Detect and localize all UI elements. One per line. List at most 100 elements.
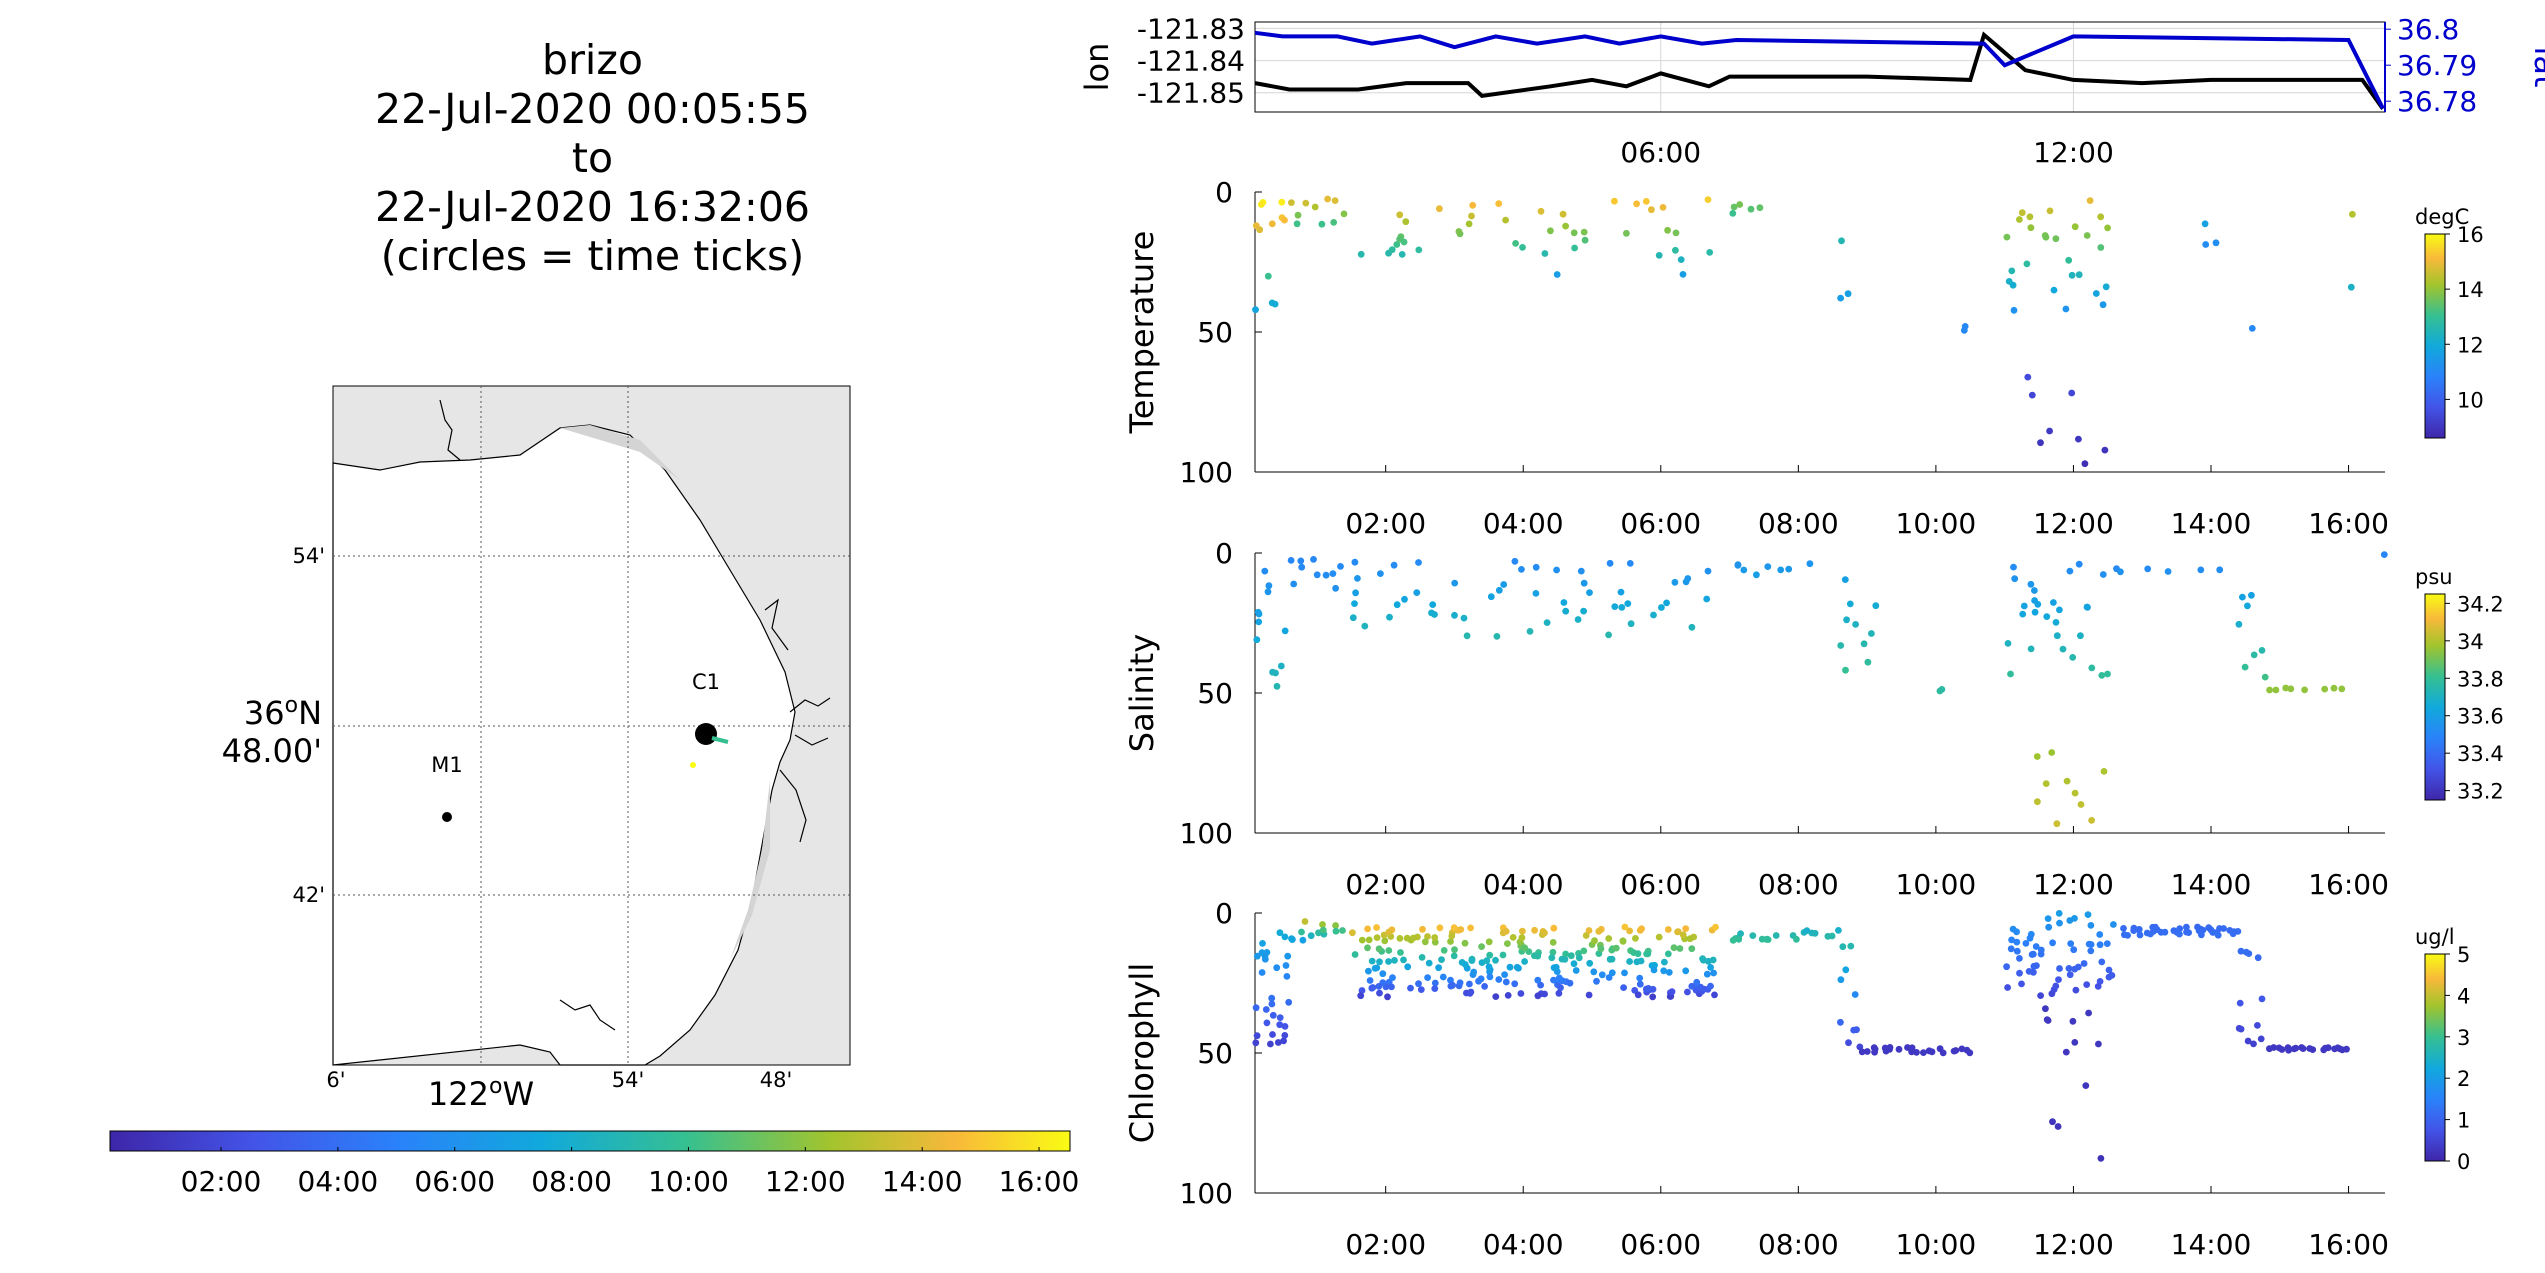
salinity-point-7-9 xyxy=(2033,753,2041,760)
salinity-point-6-3 xyxy=(2027,645,2035,653)
chlorophyll-point-2-223 xyxy=(1674,928,1681,936)
chlorophyll-point-0-26 xyxy=(1284,952,1292,960)
chlorophyll-point-5-23 xyxy=(1871,1045,1879,1053)
chlorophyll-point-0-8 xyxy=(1261,952,1269,960)
chlorophyll-point-2-141 xyxy=(1548,954,1556,962)
temperature-y-tick-label-1: 50 xyxy=(1197,316,1233,349)
salinity-point-2-40 xyxy=(1624,600,1632,607)
track-lon-axis-label: lon xyxy=(1078,43,1116,92)
salinity-point-7-7 xyxy=(2088,817,2096,824)
chlorophyll-point-5-14 xyxy=(1928,1048,1936,1056)
chlorophyll-point-6-39 xyxy=(2074,963,2082,971)
temperature-point-2-44 xyxy=(1396,211,1404,219)
chlorophyll-point-10-19 xyxy=(2270,1044,2278,1051)
chlorophyll-point-0-10 xyxy=(1263,1019,1271,1027)
chlorophyll-point-2-57 xyxy=(1466,980,1473,988)
chlorophyll-point-2-250 xyxy=(1700,985,1708,993)
chlorophyll-point-2-256 xyxy=(1375,983,1383,990)
salinity-point-2-54 xyxy=(1349,614,1357,622)
temperature-point-7-1 xyxy=(2037,439,2044,447)
temperature-point-6-15 xyxy=(2071,223,2079,231)
salinity-point-4-0 xyxy=(1841,576,1849,583)
chlorophyll-colorbar-tick-label-4: 1 xyxy=(2457,1109,2470,1133)
chlorophyll-point-8-32 xyxy=(2214,931,2222,939)
salinity-point-4-6 xyxy=(1868,630,1875,637)
chlorophyll-point-2-126 xyxy=(1534,992,1542,1000)
temperature-point-0-9 xyxy=(1281,216,1288,224)
temperature-point-7-0 xyxy=(2028,391,2036,399)
salinity-point-2-23 xyxy=(1543,619,1551,626)
chlorophyll-point-2-229 xyxy=(1682,925,1690,932)
temperature-point-8-0 xyxy=(2202,241,2210,248)
chlorophyll-point-2-121 xyxy=(1549,939,1557,946)
salinity-x-tick-label-7: 16:00 xyxy=(2308,868,2389,901)
chlorophyll-point-0-3 xyxy=(1258,969,1266,976)
chlorophyll-point-2-63 xyxy=(1485,938,1493,946)
temperature-point-6-2 xyxy=(2010,306,2018,314)
salinity-point-2-29 xyxy=(1553,566,1560,574)
chlorophyll-point-7-8 xyxy=(2085,1009,2093,1017)
salinity-point-9-6 xyxy=(2261,673,2269,681)
chlorophyll-point-2-18 xyxy=(1404,963,1412,971)
track-lon-tick-label-2: -121.85 xyxy=(1137,77,1245,110)
chlorophyll-point-3-14 xyxy=(1811,929,1819,937)
figure-title: brizo 22-Jul-2020 00:05:55 to 22-Jul-202… xyxy=(330,36,855,281)
chlorophyll-point-7-11 xyxy=(2044,1017,2052,1024)
chlorophyll-point-0-21 xyxy=(1281,1032,1289,1039)
chlorophyll-point-2-66 xyxy=(1451,946,1458,954)
temperature-point-3-2 xyxy=(1747,205,1755,213)
temperature-point-1-6 xyxy=(1330,219,1338,226)
chlorophyll-point-0-28 xyxy=(1253,952,1261,960)
chlorophyll-point-6-14 xyxy=(2029,950,2037,958)
chlorophyll-point-5-8 xyxy=(1895,1045,1903,1053)
chlorophyll-point-1-1 xyxy=(1298,928,1305,936)
chlorophyll-point-4-6 xyxy=(1851,991,1859,998)
chlorophyll-point-1-13 xyxy=(1288,935,1296,943)
salinity-point-2-51 xyxy=(1703,595,1711,603)
chlorophyll-point-2-17 xyxy=(1424,933,1431,940)
chlorophyll-point-0-17 xyxy=(1276,929,1284,937)
chlorophyll-y-tick-label-0: 0 xyxy=(1215,897,1233,930)
temperature-point-8-2 xyxy=(2201,220,2209,228)
salinity-point-2-38 xyxy=(1626,560,1634,567)
salinity-point-4-1 xyxy=(1843,616,1850,624)
temperature-point-2-10 xyxy=(1436,205,1443,213)
chlorophyll-point-0-13 xyxy=(1268,994,1276,1002)
salinity-colorbar-tick-label-5: 33.2 xyxy=(2457,780,2504,804)
chlorophyll-point-1-9 xyxy=(1332,922,1339,929)
chlorophyll-point-2-81 xyxy=(1511,980,1519,988)
chlorophyll-point-8-38 xyxy=(2130,927,2138,934)
temperature-x-tick-label-1: 04:00 xyxy=(1483,507,1564,540)
salinity-point-7-4 xyxy=(2063,777,2071,785)
chlorophyll-point-2-94 xyxy=(1495,976,1503,983)
chlorophyll-point-4-7 xyxy=(1853,1026,1860,1034)
chlorophyll-point-9-8 xyxy=(2258,995,2266,1003)
chlorophyll-point-9-5 xyxy=(2250,1040,2257,1048)
chlorophyll-point-2-10 xyxy=(1385,958,1392,965)
chlorophyll-point-2-125 xyxy=(1557,984,1564,992)
salinity-point-4-8 xyxy=(1837,642,1845,649)
chlorophyll-point-2-245 xyxy=(1349,929,1356,937)
temperature-point-6-12 xyxy=(2050,286,2058,294)
chlorophyll-point-2-175 xyxy=(1621,923,1629,931)
temperature-point-2-15 xyxy=(1512,240,1519,247)
chlorophyll-point-2-19 xyxy=(1385,947,1393,954)
temperature-point-6-13 xyxy=(2068,271,2076,279)
chlorophyll-point-2-58 xyxy=(1450,924,1458,931)
chlorophyll-point-2-213 xyxy=(1660,967,1668,975)
salinity-point-2-14 xyxy=(1493,633,1501,640)
chlorophyll-point-4-2 xyxy=(1842,966,1850,974)
time-colorbar-tick-label-4: 10:00 xyxy=(648,1165,729,1198)
temperature-point-0-2 xyxy=(1257,201,1265,208)
chlorophyll-point-0-1 xyxy=(1253,1032,1261,1040)
salinity-point-9-2 xyxy=(2244,602,2251,610)
map-lon-center-label: 122oW xyxy=(428,1074,534,1113)
chlorophyll-point-3-8 xyxy=(1772,932,1780,939)
chlorophyll-point-2-56 xyxy=(1447,976,1454,984)
salinity-colorbar-tick-label-1: 34 xyxy=(2457,630,2484,654)
temperature-point-2-41 xyxy=(1706,249,1714,256)
salinity-point-2-20 xyxy=(1532,563,1540,571)
salinity-point-6-4 xyxy=(2031,608,2039,616)
salinity-colorbar-unit: psu xyxy=(2415,565,2453,589)
salinity-point-4-9 xyxy=(1842,666,1849,674)
